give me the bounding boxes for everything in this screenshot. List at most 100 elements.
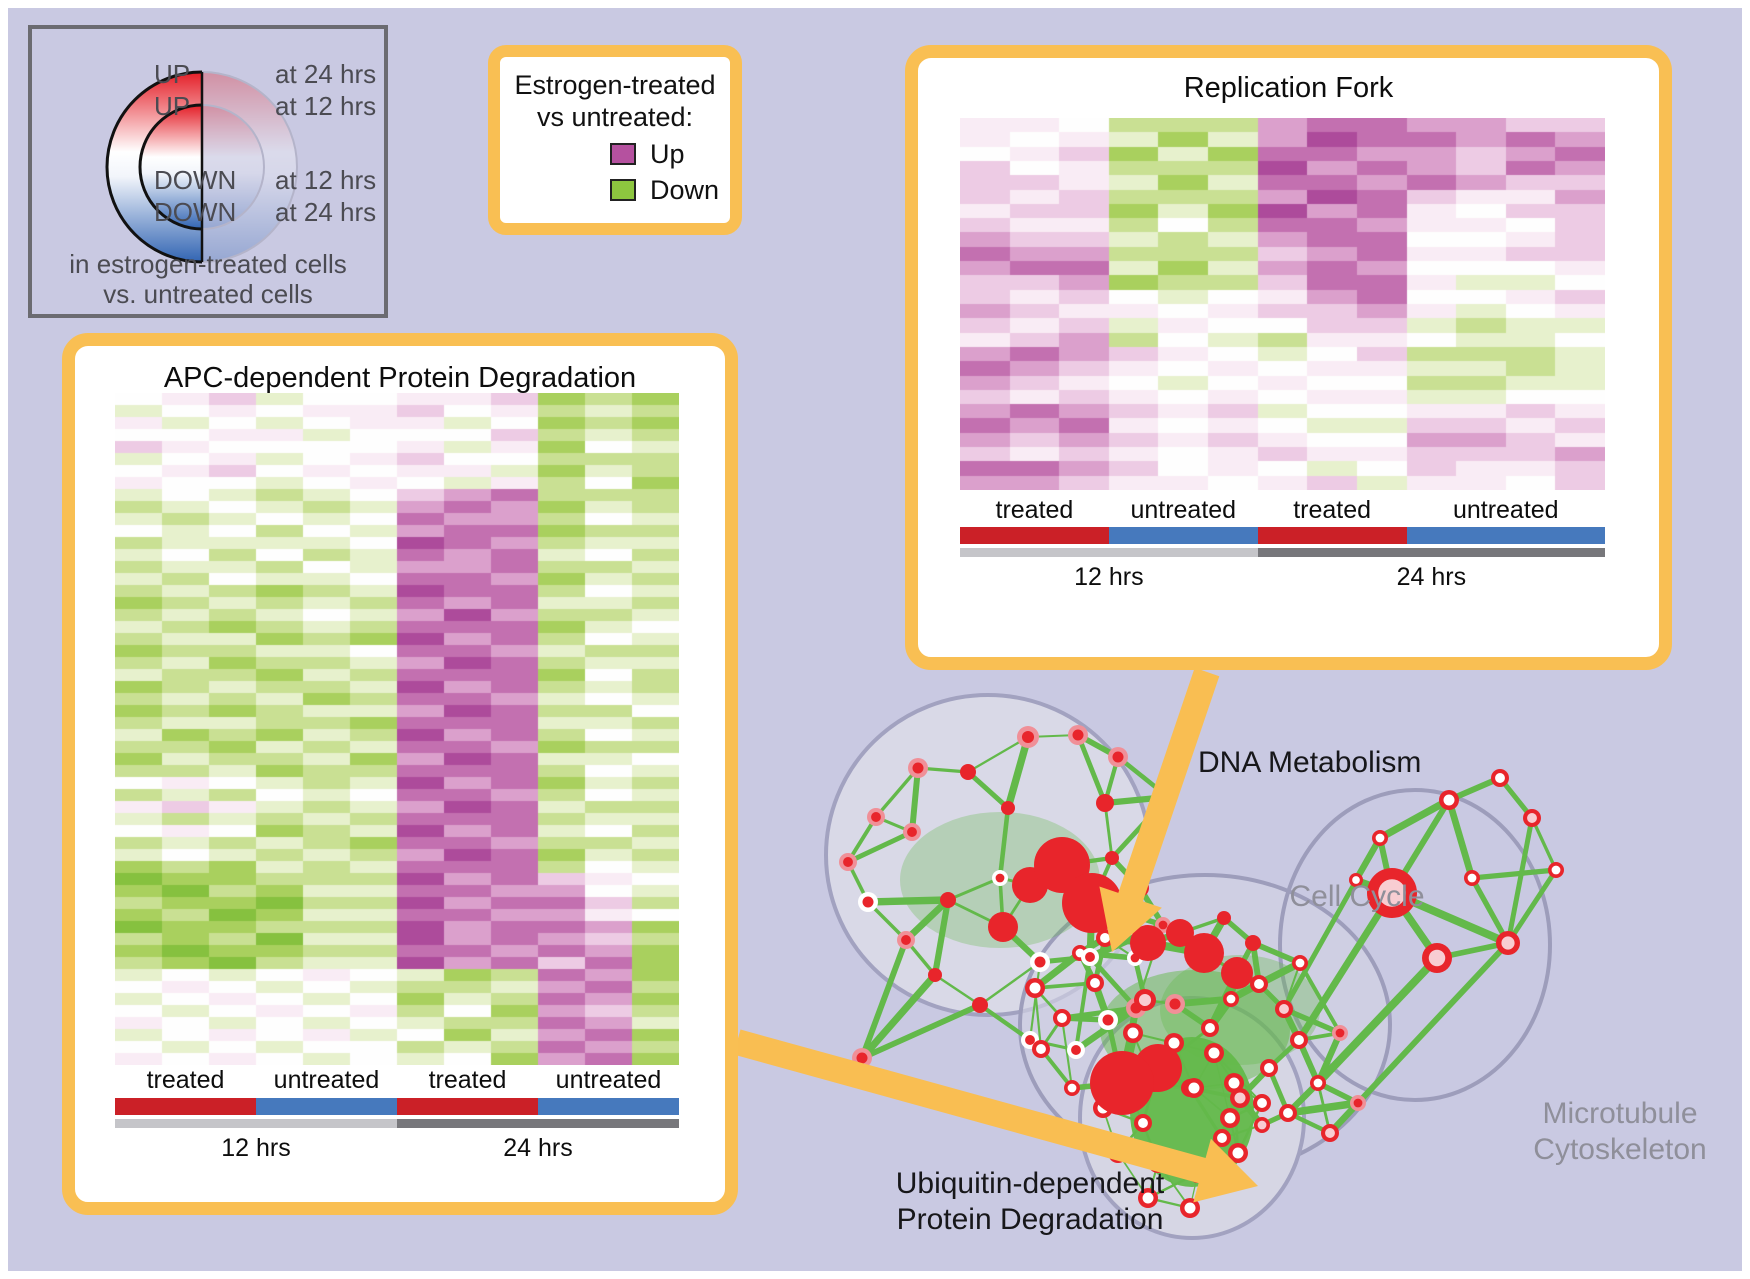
hrs12-bar xyxy=(115,1119,397,1128)
gene-node-solid xyxy=(1090,1051,1154,1115)
treated-bar-segment xyxy=(960,527,1109,544)
hrs12-bar xyxy=(960,548,1258,557)
condition-label: treated xyxy=(1293,496,1372,524)
apc-panel-title: APC-dependent Protein Degradation xyxy=(163,362,637,394)
gene-node-core xyxy=(1034,956,1046,968)
gene-node-core xyxy=(1138,993,1152,1007)
gene-node-core xyxy=(1527,813,1537,823)
gene-node-core xyxy=(1353,1098,1363,1108)
gene-node-core xyxy=(1495,773,1505,783)
apc-group-labels: treated untreated treated untreated xyxy=(115,1066,679,1094)
gene-node-core xyxy=(1158,920,1168,930)
apc-time-bar xyxy=(115,1119,679,1128)
treated-bar-segment xyxy=(1257,527,1407,544)
network-bridge-edge xyxy=(1061,1005,1137,1021)
gene-node-core xyxy=(1057,1013,1067,1023)
apc-heatmap xyxy=(115,393,679,1065)
rf-time-bar xyxy=(960,548,1605,557)
legend-item-up: Up xyxy=(550,139,730,169)
gene-node-core xyxy=(1071,1045,1081,1055)
rf-time-labels: 12 hrs 24 hrs xyxy=(960,563,1605,593)
gene-node-solid xyxy=(1105,851,1119,865)
network-edge xyxy=(1287,1099,1359,1117)
gene-node-core xyxy=(912,762,924,774)
network-edge xyxy=(1034,981,1096,990)
gene-node-core xyxy=(1226,994,1236,1004)
gene-node-core xyxy=(856,1052,868,1064)
treated-bar-segment xyxy=(397,1098,538,1115)
gene-node-core xyxy=(862,896,874,908)
hrs24-bar xyxy=(1257,548,1605,557)
gene-node-solid xyxy=(940,892,956,908)
gene-node-core xyxy=(1232,1147,1244,1159)
condition-label: treated xyxy=(995,496,1074,524)
dna-metabolism-label: DNA Metabolism xyxy=(1198,746,1422,779)
replication-fork-panel: Replication Fork treated untreated treated… xyxy=(905,45,1672,670)
gene-node-core xyxy=(995,873,1005,883)
apc-treatment-bar xyxy=(115,1098,679,1115)
gene-node-core xyxy=(1102,1014,1114,1026)
gene-node-core xyxy=(1294,1035,1304,1045)
gene-node-core xyxy=(1100,933,1110,943)
gene-node-core xyxy=(1443,794,1455,806)
gene-node-core xyxy=(1375,833,1385,843)
network-edge xyxy=(909,767,921,833)
apc-time-labels: 12 hrs 24 hrs xyxy=(115,1134,679,1164)
network-edge xyxy=(1530,817,1558,871)
condition-label: untreated xyxy=(1130,496,1237,524)
rf-heatmap xyxy=(960,118,1605,490)
network-edge xyxy=(1378,796,1451,842)
network-edge xyxy=(1004,735,1032,810)
estrogen-legend-box: Estrogen-treated vs untreated: Up Down xyxy=(488,45,742,235)
network-edge xyxy=(859,972,938,1061)
network-edge xyxy=(931,899,952,976)
network-edge xyxy=(846,829,914,865)
time-label: 24 hrs xyxy=(503,1134,573,1162)
network-edge xyxy=(1251,940,1302,966)
gene-node-solid xyxy=(928,968,942,982)
network-edge xyxy=(1060,1017,1074,1089)
gene-node-core xyxy=(1188,1082,1200,1094)
network-bridge-edge xyxy=(1505,817,1535,944)
cell-cycle-label: Cell Cycle xyxy=(1289,880,1425,913)
network-edge xyxy=(1471,867,1557,881)
network-bridge-edge xyxy=(1315,955,1440,1086)
estrogen-legend-title-line2: vs untreated: xyxy=(536,102,694,132)
network-bridge-edge xyxy=(1355,940,1511,1106)
legend-time: at 24 hrs xyxy=(275,59,377,89)
network-edge xyxy=(1028,961,1042,1041)
gene-node-solid xyxy=(988,912,1018,942)
up-label: Up xyxy=(650,139,685,169)
gene-node-core xyxy=(1021,730,1035,744)
rf-group-labels: treated untreated treated untreated xyxy=(960,496,1605,524)
network-edge xyxy=(1103,802,1114,859)
gene-node-core xyxy=(1224,1112,1236,1124)
network-bridge-edge xyxy=(1505,868,1559,945)
gene-node-core xyxy=(1217,1133,1227,1143)
gene-node-solid xyxy=(960,764,976,780)
updown-circle-glyph xyxy=(105,70,298,264)
gene-node-core xyxy=(1257,1120,1267,1130)
condition-label: untreated xyxy=(555,1066,662,1094)
ubiquitin-degradation-label: Ubiquitin-dependent Protein Degradation xyxy=(896,1166,1165,1238)
estrogen-legend-title: Estrogen-treated vs untreated: xyxy=(500,69,730,133)
gene-node-core xyxy=(1335,1028,1345,1038)
legend-direction: UP xyxy=(154,91,191,121)
legend-footer-line2: vs. untreated cells xyxy=(103,279,313,309)
gene-node-core xyxy=(1168,1037,1180,1049)
gene-node-solid xyxy=(1096,794,1114,812)
time-label: 12 hrs xyxy=(221,1134,291,1162)
microtubule-cluster-ellipse xyxy=(1278,788,1552,1102)
network-bridge-edge xyxy=(1296,891,1395,1042)
gene-node-core xyxy=(1169,998,1181,1010)
estrogen-legend-title-line1: Estrogen-treated xyxy=(514,70,716,100)
gene-node-solid xyxy=(1130,925,1166,961)
legend-footer-line1: in estrogen-treated cells xyxy=(69,249,347,279)
gene-node-core xyxy=(1467,873,1477,883)
gene-node-core xyxy=(1228,1077,1240,1089)
network-bridge-edge xyxy=(1281,836,1383,1011)
network-edge xyxy=(967,736,1029,773)
gene-node-core xyxy=(1208,1047,1220,1059)
network-bridge-edge xyxy=(1298,962,1342,1034)
